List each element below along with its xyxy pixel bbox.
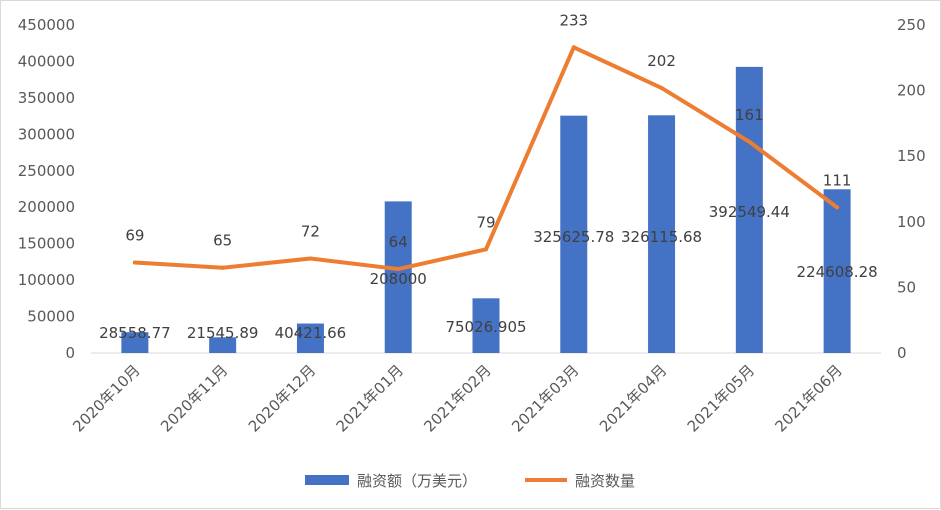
- line-data-label: 64: [389, 233, 408, 251]
- left-tick-label: 150000: [18, 235, 75, 253]
- bar-data-labels: 28558.77 21545.89 40421.66 208000 75026.905 3…: [99, 203, 878, 342]
- category-label: 2021年02月: [420, 361, 494, 435]
- bar-data-label: 224608.28: [797, 263, 878, 281]
- line-series: [132, 45, 840, 272]
- left-axis-ticks: 0 50000 100000 150000 200000 250000 300000 3500…: [18, 16, 75, 362]
- legend: 融资额（万美元） 融资数量: [305, 472, 635, 490]
- bar-data-label: 392549.44: [709, 203, 790, 221]
- bar: [560, 115, 588, 353]
- left-tick-label: 250000: [18, 162, 75, 180]
- bar: [735, 66, 763, 354]
- right-tick-label: 250: [897, 16, 926, 34]
- category-label: 2021年01月: [333, 361, 407, 435]
- left-tick-label: 300000: [18, 125, 75, 143]
- line-point: [132, 260, 137, 265]
- category-label: 2021年04月: [596, 361, 670, 435]
- line-point: [308, 256, 313, 261]
- category-axis-labels: 2020年10月 2020年11月 2020年12月 2021年01月 2021年02月…: [69, 361, 846, 435]
- legend-bar-label: 融资额（万美元）: [357, 472, 477, 490]
- left-tick-label: 400000: [18, 52, 75, 70]
- line-data-label: 233: [559, 11, 588, 29]
- bar: [472, 298, 500, 353]
- right-axis-ticks: 0 50 100 150 200 250: [897, 16, 926, 362]
- left-tick-label: 100000: [18, 271, 75, 289]
- bar: [648, 115, 676, 353]
- bar-data-label: 325625.78: [533, 228, 614, 246]
- bar-data-label: 40421.66: [275, 324, 347, 342]
- left-tick-label: 450000: [18, 16, 75, 34]
- line-data-label: 202: [647, 52, 676, 70]
- line-data-label: 161: [735, 106, 764, 124]
- left-tick-label: 50000: [27, 308, 75, 326]
- bar: [296, 323, 324, 353]
- legend-bar-swatch: [305, 475, 349, 485]
- bar: [121, 332, 149, 353]
- line-data-label: 69: [125, 226, 144, 244]
- left-tick-label: 200000: [18, 198, 75, 216]
- right-tick-label: 100: [897, 213, 926, 231]
- category-label: 2021年05月: [684, 361, 758, 435]
- category-label: 2021年06月: [772, 361, 846, 435]
- bar-data-label: 326115.68: [621, 228, 702, 246]
- right-tick-label: 0: [897, 344, 907, 362]
- bar-data-label: 208000: [370, 270, 427, 288]
- line-point: [659, 85, 664, 90]
- line-point: [396, 267, 401, 272]
- bar-data-label: 28558.77: [99, 324, 171, 342]
- line-data-label: 111: [823, 171, 852, 189]
- line-point: [484, 247, 488, 252]
- right-tick-label: 50: [897, 278, 916, 296]
- bar-series: [121, 66, 851, 354]
- left-tick-label: 0: [65, 344, 75, 362]
- right-tick-label: 200: [897, 82, 926, 100]
- category-label: 2021年03月: [508, 361, 582, 435]
- bar: [209, 337, 237, 353]
- line-data-label: 72: [301, 223, 320, 241]
- line-point: [835, 205, 840, 210]
- category-label: 2020年12月: [245, 361, 319, 435]
- category-label: 2020年10月: [69, 361, 143, 435]
- line-data-labels: 69 65 72 64 79 233 202 161 111: [125, 11, 851, 251]
- line-data-label: 65: [213, 232, 232, 250]
- bar: [384, 201, 412, 353]
- category-label: 2020年11月: [157, 361, 231, 435]
- legend-line-label: 融资数量: [575, 472, 635, 490]
- bar-data-label: 21545.89: [187, 324, 259, 342]
- line-data-label: 79: [476, 213, 495, 231]
- line-point: [220, 265, 225, 270]
- bar: [823, 189, 851, 353]
- line-point: [571, 45, 576, 50]
- right-tick-label: 150: [897, 147, 926, 165]
- bar-data-label: 75026.905: [445, 318, 526, 336]
- left-tick-label: 350000: [18, 89, 75, 107]
- line-path: [132, 45, 840, 272]
- line-point: [747, 139, 752, 144]
